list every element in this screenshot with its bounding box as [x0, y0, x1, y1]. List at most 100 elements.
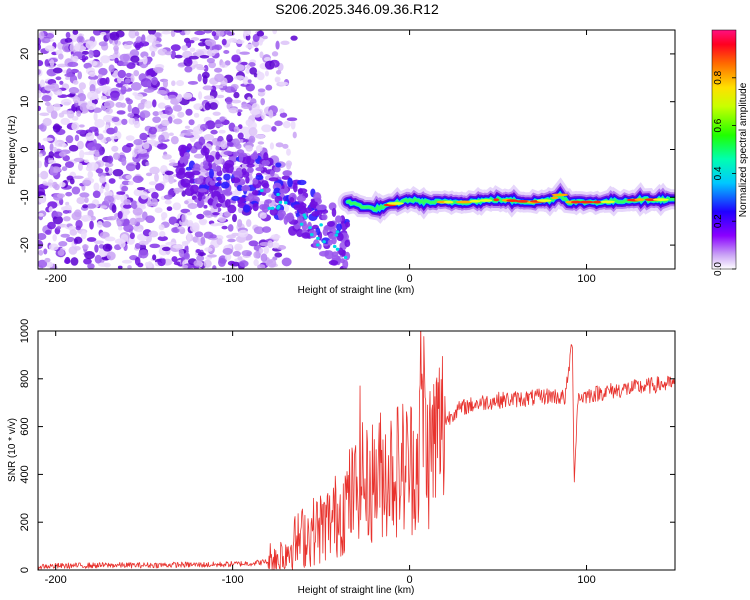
heatmap-speckle [97, 74, 103, 78]
heatmap-speckle [38, 212, 44, 217]
heatmap-speckle [245, 145, 253, 152]
heatmap-speckle [75, 225, 82, 231]
heatmap-speckle [94, 240, 104, 245]
x-tick-label: -200 [45, 574, 67, 586]
heatmap-speckle [74, 236, 83, 244]
heatmap-speckle [103, 100, 115, 109]
x-tick-label: 0 [407, 273, 413, 285]
heatmap-speckle [285, 160, 293, 167]
heatmap-speckle [148, 230, 159, 238]
heatmap-clump [327, 239, 333, 246]
heatmap-speckle [210, 129, 218, 135]
heatmap-highlight [322, 240, 326, 244]
heatmap-speckle [52, 67, 63, 74]
heatmap-speckle [216, 94, 225, 99]
heatmap-speckle [38, 43, 42, 51]
heatmap-clump [211, 190, 221, 200]
heatmap-speckle [265, 84, 273, 91]
heatmap-speckle [94, 132, 99, 137]
carrier-hotspot [469, 199, 481, 203]
heatmap-speckle [109, 135, 120, 140]
spectrogram-heatmap [38, 30, 675, 269]
carrier-hotspot [479, 199, 493, 202]
heatmap-clump [345, 221, 351, 228]
heatmap-speckle [245, 83, 255, 92]
heatmap-speckle [66, 94, 75, 98]
heatmap-speckle [274, 77, 280, 83]
heatmap-speckle [88, 150, 95, 156]
colorbar-tick-label: 0.0 [713, 262, 724, 276]
heatmap-speckle [38, 142, 41, 150]
heatmap-speckle [145, 69, 156, 78]
heatmap-speckle [134, 256, 141, 266]
heatmap-speckle [259, 51, 264, 59]
heatmap-speckle [58, 241, 68, 247]
heatmap-speckle [186, 58, 191, 64]
heatmap-speckle [267, 240, 274, 249]
heatmap-speckle [65, 161, 75, 168]
heatmap-speckle [58, 151, 67, 157]
heatmap-speckle [221, 61, 226, 68]
heatmap-speckle [125, 72, 132, 78]
heatmap-speckle [99, 187, 104, 194]
colorbar-tick-label: 0.8 [713, 70, 724, 84]
heatmap-speckle [61, 110, 72, 115]
heatmap-speckle [216, 222, 225, 226]
heatmap-speckle [60, 233, 70, 238]
x-tick-label: 0 [407, 574, 413, 586]
heatmap-speckle [241, 250, 253, 257]
heatmap-speckle [184, 30, 191, 35]
heatmap-clump [246, 167, 254, 173]
heatmap-speckle [202, 85, 213, 91]
heatmap-speckle [182, 92, 193, 100]
heatmap-speckle [170, 30, 176, 38]
colorbar-label: Normalized spectral amplitude [738, 82, 749, 217]
heatmap-speckle [172, 202, 182, 211]
heatmap-speckle [38, 90, 42, 98]
heatmap-speckle [196, 213, 205, 220]
heatmap-speckle [184, 200, 189, 205]
heatmap-speckle [177, 226, 184, 230]
heatmap-speckle [166, 206, 173, 212]
heatmap-speckle [43, 248, 48, 255]
heatmap-clump [231, 177, 241, 184]
heatmap-speckle [227, 260, 236, 266]
colorbar-tick-label: 0.4 [713, 166, 724, 180]
heatmap-speckle [48, 206, 53, 213]
heatmap-speckle [203, 259, 212, 268]
x-tick-label: -200 [45, 273, 67, 285]
heatmap-speckle [87, 170, 94, 179]
heatmap-speckle [192, 222, 200, 232]
heatmap-speckle [205, 39, 217, 47]
carrier-hotspot [634, 198, 645, 202]
heatmap-speckle [187, 80, 199, 85]
heatmap-speckle [249, 67, 258, 75]
heatmap-speckle [249, 108, 261, 115]
heatmap-speckle [184, 66, 193, 73]
heatmap-speckle [214, 67, 223, 73]
heatmap-speckle [102, 114, 114, 123]
heatmap-speckle [133, 188, 143, 197]
heatmap-speckle [116, 220, 122, 226]
heatmap-clump [322, 228, 329, 237]
heatmap-speckle [132, 92, 139, 96]
heatmap-speckle [164, 199, 172, 205]
y-tick-label: 20 [19, 48, 31, 60]
heatmap-speckle [257, 88, 266, 93]
heatmap-speckle [117, 210, 123, 220]
heatmap-speckle [196, 254, 205, 262]
heatmap-speckle [100, 55, 111, 64]
heatmap-speckle [137, 102, 145, 110]
heatmap-speckle [141, 34, 146, 44]
heatmap-clump [319, 250, 329, 257]
heatmap-clump [208, 168, 214, 179]
heatmap-clump [331, 255, 341, 262]
heatmap-speckle [173, 261, 181, 266]
heatmap-speckle [38, 31, 45, 40]
heatmap-speckle [130, 82, 142, 91]
heatmap-speckle [127, 104, 132, 113]
heatmap-speckle [82, 244, 89, 250]
heatmap-speckle [215, 30, 225, 37]
